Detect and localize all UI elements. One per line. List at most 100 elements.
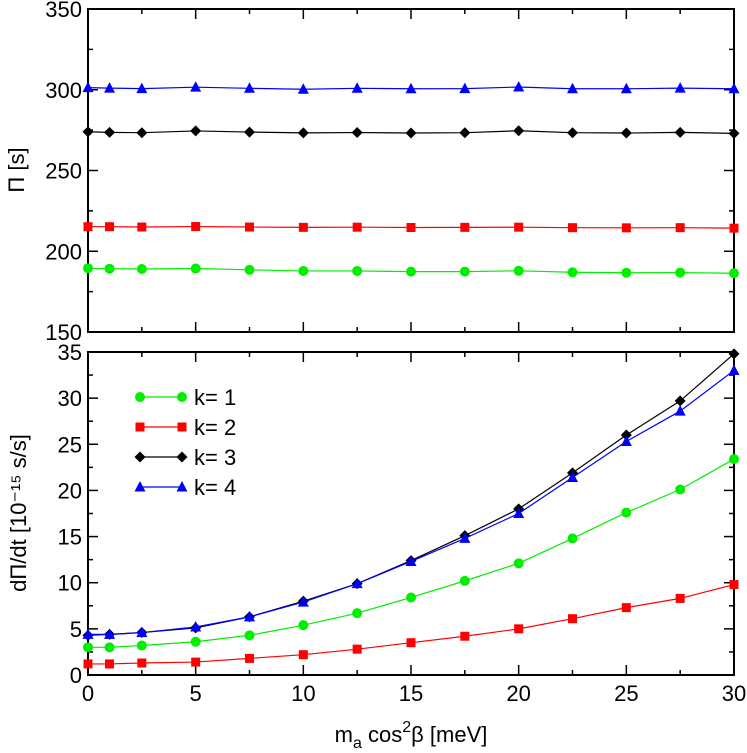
- bottom-point-k2: [729, 580, 739, 590]
- top-point-k2: [675, 223, 685, 233]
- bottom-x-tick-label: 10: [291, 681, 315, 706]
- top-point-k3: [351, 127, 363, 139]
- top-point-k3: [674, 126, 686, 138]
- top-point-k3: [405, 127, 417, 139]
- bottom-point-k4: [297, 596, 309, 607]
- top-point-k4: [351, 82, 363, 93]
- top-point-k2: [83, 222, 93, 232]
- top-point-k2: [514, 222, 524, 232]
- bottom-x-axis: 0 5 10 15 20 25 30: [82, 352, 746, 706]
- bottom-point-k1: [513, 558, 524, 569]
- xlabel-m: m: [335, 722, 353, 747]
- bottom-x-tick-label: 15: [399, 681, 423, 706]
- top-point-k2: [621, 223, 631, 233]
- top-point-k3: [136, 127, 148, 139]
- bottom-y-tick-label: 15: [58, 525, 82, 550]
- bottom-point-k2: [568, 614, 577, 624]
- top-y-tick-label: 350: [45, 0, 82, 22]
- legend-marker-k1: [177, 392, 187, 402]
- bottom-point-k2: [298, 650, 308, 660]
- legend-label-k4: k= 4: [194, 475, 236, 500]
- top-point-k1: [406, 266, 416, 277]
- top-point-k3: [190, 125, 202, 137]
- bottom-y-axis-label: dΠ/dt [10⁻¹⁵ s/s]: [6, 434, 31, 592]
- bottom-point-k1: [459, 575, 470, 586]
- top-point-k4: [297, 83, 309, 94]
- bottom-series-line-k4: [88, 369, 735, 635]
- bottom-x-tick-label: 20: [506, 681, 530, 706]
- bottom-point-k1: [244, 630, 255, 641]
- top-point-k4: [567, 82, 578, 94]
- bottom-point-k2: [460, 631, 470, 641]
- top-y-tick-label: 150: [45, 320, 82, 345]
- top-point-k4: [190, 81, 202, 92]
- bottom-point-k4: [82, 628, 94, 639]
- bottom-point-k2: [675, 593, 685, 603]
- xlabel-end: β [meV]: [411, 722, 487, 747]
- top-series-line-k2: [88, 225, 735, 229]
- bottom-point-k4: [459, 532, 471, 543]
- bottom-x-tick-label: 5: [190, 681, 202, 706]
- bottom-series-group: [82, 348, 740, 669]
- top-point-k2: [460, 222, 470, 232]
- top-point-k4: [459, 82, 471, 94]
- top-point-k1: [298, 265, 309, 276]
- bottom-y-tick-label: 20: [58, 478, 82, 503]
- top-point-k1: [104, 263, 115, 274]
- legend: k= 1 k= 2 k= 3 k= 4: [134, 385, 236, 500]
- top-point-k1: [190, 263, 201, 274]
- top-point-k3: [244, 126, 255, 138]
- top-x-ticks: [87, 9, 735, 332]
- bottom-point-k4: [674, 405, 686, 416]
- xlabel-mid: cos: [362, 722, 402, 747]
- legend-label-k1: k= 1: [194, 385, 236, 410]
- bottom-y-tick-label: 35: [58, 340, 82, 365]
- bottom-point-k2: [191, 657, 201, 667]
- top-point-k1: [567, 267, 578, 278]
- bottom-point-k1: [352, 608, 363, 619]
- bottom-point-k3: [674, 395, 686, 407]
- bottom-panel: 0 5 10 15 20 25 30 35 0 5 10 15 20 25 30 dΠ/dt [10⁻¹⁵…: [6, 340, 746, 752]
- top-series-group: [82, 81, 740, 279]
- bottom-y-tick-label: 5: [70, 617, 82, 642]
- top-point-k2: [245, 222, 254, 232]
- legend-marker-k2: [177, 422, 187, 432]
- bottom-point-k1: [675, 484, 686, 495]
- top-point-k4: [728, 82, 740, 94]
- bottom-point-k1: [190, 636, 201, 647]
- bottom-point-k2: [352, 644, 362, 654]
- top-point-k4: [405, 82, 417, 94]
- bottom-point-k4: [405, 555, 417, 566]
- bottom-point-k2: [406, 638, 416, 648]
- bottom-point-k4: [620, 435, 632, 447]
- top-point-k4: [513, 81, 525, 92]
- top-y-axis: 150 200 250 300 350: [45, 0, 734, 345]
- bottom-point-k4: [567, 471, 578, 483]
- xlabel-sup: 2: [402, 719, 411, 736]
- bottom-y-tick-label: 0: [70, 663, 82, 688]
- bottom-point-k1: [83, 642, 93, 653]
- top-point-k4: [82, 81, 94, 93]
- bottom-x-tick-label: 30: [722, 681, 746, 706]
- bottom-point-k4: [728, 364, 740, 375]
- bottom-point-k2: [83, 659, 93, 669]
- legend-marker-k3: [134, 451, 146, 463]
- top-point-k1: [621, 267, 632, 278]
- top-y-tick-label: 250: [45, 159, 82, 184]
- top-point-k3: [513, 125, 525, 137]
- bottom-x-tick-label: 25: [614, 681, 638, 706]
- bottom-point-k1: [729, 454, 739, 465]
- bottom-point-k2: [137, 658, 147, 668]
- bottom-x-axis-label: ma cos2β [meV]: [335, 719, 488, 752]
- top-point-k3: [104, 126, 116, 138]
- top-point-k2: [568, 223, 577, 233]
- legend-label-k2: k= 2: [194, 415, 236, 440]
- bottom-point-k4: [136, 626, 148, 638]
- bottom-point-k3: [620, 429, 632, 441]
- legend-marker-k1: [135, 392, 145, 402]
- bottom-point-k4: [351, 577, 363, 589]
- bottom-point-k1: [406, 592, 416, 603]
- bottom-y-axis: 0 5 10 15 20 25 30 35: [58, 340, 734, 688]
- bottom-y-tick-label: 25: [58, 432, 82, 457]
- top-point-k1: [513, 265, 524, 276]
